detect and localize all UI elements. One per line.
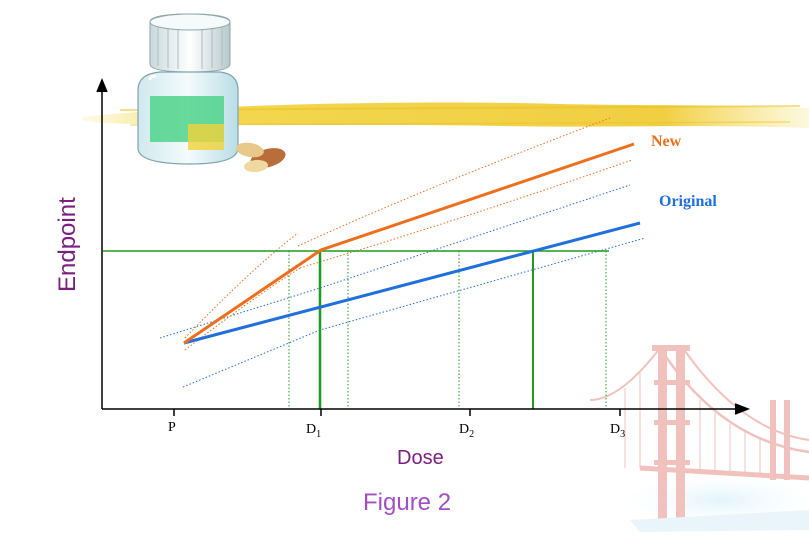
svg-text:D1: D1 [306, 422, 321, 440]
y-axis-arrow [96, 78, 108, 93]
tick-labels: P D1 D2 D3 [168, 420, 625, 440]
figure-caption: Figure 2 [363, 489, 451, 516]
tick-sub-d2: 2 [469, 429, 474, 440]
pills-icon [236, 142, 286, 173]
original-line [183, 221, 641, 345]
tick-label-d3: D [610, 422, 620, 437]
tick-label-d2: D [459, 422, 469, 437]
new-upper-band [184, 232, 299, 339]
x-axis-label: Dose [397, 447, 444, 469]
y-axis-label: Endpoint [54, 197, 81, 292]
tick-label-d1: D [306, 422, 316, 437]
original-lower-band [182, 237, 646, 388]
tick-sub-d3: 3 [620, 429, 625, 440]
x-axis-arrow [734, 403, 751, 415]
axes [96, 78, 751, 416]
new-upper-band-2 [297, 117, 611, 247]
pill-bottle-icon [137, 13, 239, 165]
original-series-label: Original [659, 193, 717, 210]
svg-text:D2: D2 [459, 422, 474, 440]
original-upper-band [159, 184, 631, 339]
threshold-lines [103, 250, 609, 409]
new-series-label: New [651, 133, 682, 150]
tick-sub-d1: 1 [316, 429, 321, 440]
new-lower-band-2 [299, 159, 633, 269]
golden-gate-bridge-icon [589, 345, 809, 532]
svg-text:D3: D3 [610, 422, 625, 440]
new-line [183, 142, 635, 345]
tick-label-p: P [168, 420, 176, 435]
